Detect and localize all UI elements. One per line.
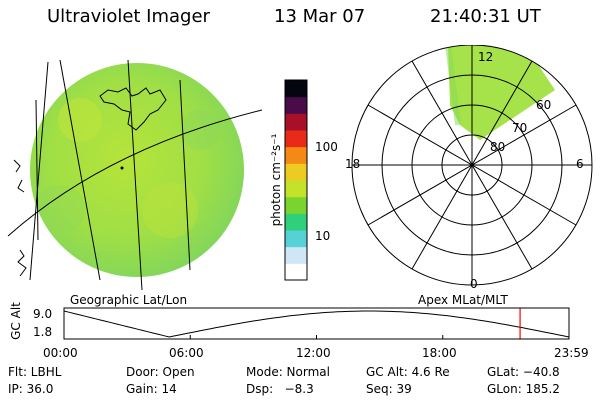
altitude-tick-high: 9.0 — [33, 307, 53, 321]
geographic-image-panel — [7, 59, 263, 291]
meridian-lines — [29, 59, 191, 291]
time-tick-1200: 12:00 — [296, 346, 331, 360]
time-tick-2359: 23:59 — [554, 346, 589, 360]
dsp-info: Dsp: −8.3 — [246, 382, 314, 396]
observation-date: 13 Mar 07 — [274, 6, 366, 27]
mlat-label-80: 80 — [490, 140, 506, 154]
color-scale-segment — [285, 246, 307, 264]
color-scale-segment — [285, 213, 307, 231]
altitude-axis-title: GC Alt — [8, 302, 23, 340]
gc-altitude-info: GC Alt: 4.6 Re — [366, 365, 450, 379]
polar-plot-panel — [351, 45, 593, 286]
sequence-info: Seq: 39 — [366, 382, 412, 396]
coastline-edge — [13, 159, 27, 277]
polar-grid — [351, 45, 593, 286]
auroral-image-wedge — [448, 45, 555, 140]
altitude-x-ticks — [63, 335, 570, 339]
ip-info: IP: 36.0 — [8, 382, 54, 396]
mlat-label-60: 60 — [536, 98, 552, 112]
color-scale-segment — [285, 230, 307, 248]
sub-point-marker — [120, 166, 124, 170]
color-scale-segment — [285, 163, 307, 181]
mlt-label-18: 18 — [345, 157, 361, 171]
mode-info: Mode: Normal — [246, 365, 330, 379]
coastline — [99, 87, 167, 131]
time-tick-0000: 00:00 — [43, 346, 78, 360]
polar-panel-label: Apex MLat/MLT — [418, 293, 508, 307]
disk-texture — [35, 98, 220, 238]
mlt-label-6: 6 — [576, 157, 584, 171]
color-scale-segment — [285, 180, 307, 198]
color-scale-segment — [285, 263, 307, 281]
mlat-label-70: 70 — [512, 121, 528, 135]
instrument-title: Ultraviolet Imager — [47, 6, 210, 27]
mlt-label-0: 0 — [470, 277, 478, 291]
gain-info: Gain: 14 — [126, 382, 177, 396]
filter-info: Flt: LBHL — [8, 365, 62, 379]
time-tick-1800: 18:00 — [422, 346, 457, 360]
time-tick-0600: 06:00 — [169, 346, 204, 360]
earth-disk — [30, 63, 244, 277]
observation-time: 21:40:31 UT — [430, 6, 541, 27]
altitude-tick-low: 1.8 — [33, 325, 53, 339]
color-scale-segment — [285, 130, 307, 148]
altitude-strip-chart — [63, 307, 570, 340]
colorbar-tick-100: 100 — [315, 140, 338, 154]
altitude-curve — [63, 310, 570, 338]
geo-latitude-info: GLat: −40.8 — [487, 365, 560, 379]
color-scale-frame — [284, 79, 308, 281]
mlt-label-12: 12 — [478, 50, 494, 64]
color-scale-segment — [285, 80, 307, 98]
color-scale-segment — [285, 146, 307, 164]
door-info: Door: Open — [126, 365, 195, 379]
colorbar-tick-10: 10 — [315, 229, 331, 243]
geo-longitude-info: GLon: 185.2 — [487, 382, 560, 396]
parallel-line — [7, 109, 263, 237]
geographic-panel-label: Geographic Lat/Lon — [70, 293, 188, 307]
colorbar-unit-label: photon cm⁻²s⁻¹ — [269, 133, 283, 227]
color-scale-segment — [285, 196, 307, 214]
color-scale-fill — [285, 80, 307, 281]
altitude-chart-frame — [63, 307, 570, 340]
color-scale-segment — [285, 113, 307, 131]
color-scale-bar — [284, 79, 308, 281]
color-scale-segment — [285, 96, 307, 114]
